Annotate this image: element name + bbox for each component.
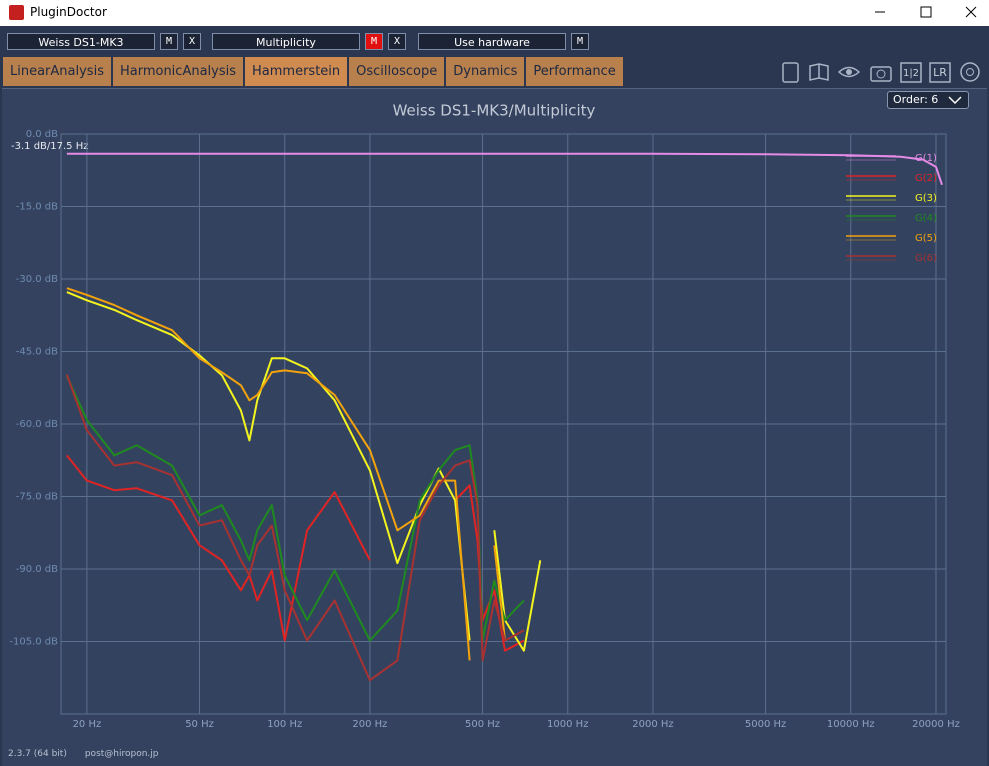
settings-icon[interactable] (960, 62, 980, 82)
tab[interactable]: Oscilloscope (349, 57, 445, 86)
x-tick-label: 2000 Hz (632, 719, 673, 730)
settings-hub (966, 68, 974, 76)
plot-lines (66, 152, 943, 680)
x-tick-label: 100 Hz (267, 719, 302, 730)
tab-bar: LinearAnalysis HarmonicAnalysis Hammerstei… (3, 57, 623, 86)
icon-label: LR (933, 66, 947, 79)
y-tick-label: -60.0 dB (16, 419, 58, 430)
x-tick-label: 20 Hz (73, 719, 102, 730)
window-controls (875, 6, 977, 18)
tab[interactable]: Hammerstein (245, 57, 348, 86)
tab[interactable]: LinearAnalysis (3, 57, 111, 86)
chevron (948, 96, 962, 105)
toolbar: Weiss DS1-MK3 M X Multiplicity M X Use hardwar… (0, 26, 989, 56)
chart: Weiss DS1-MK3/Multiplicity -3.1 dB/17.5 … (9, 102, 960, 731)
window-title: PluginDoctor (30, 5, 107, 19)
legend-label: G(4) (915, 213, 937, 224)
slot-button[interactable]: M (365, 33, 383, 50)
plugin-slot[interactable]: Use hardware (418, 33, 566, 50)
camera-icon[interactable] (870, 66, 892, 82)
app-icon (9, 5, 24, 20)
y-tick-label: -105.0 dB (9, 637, 58, 648)
lr-icon[interactable] (929, 62, 951, 83)
email: post@hiropon.jp (84, 749, 159, 759)
maximize-button[interactable] (920, 6, 932, 18)
chart-title: Weiss DS1-MK3/Multiplicity (393, 102, 596, 120)
view-icon-pupil (846, 69, 852, 75)
tab[interactable]: Dynamics (446, 57, 525, 86)
title-bar: PluginDoctor (0, 0, 989, 26)
legend-label: G(3) (915, 193, 937, 204)
order-dropdown[interactable]: Order: 6 (887, 91, 969, 109)
order-label: Order: 6 (893, 93, 939, 106)
version: 2.3.7 (64 bit) (8, 749, 67, 759)
x-tick-label: 200 Hz (352, 719, 387, 730)
y-tick-label: -75.0 dB (16, 492, 58, 503)
x-tick-label: 50 Hz (185, 719, 214, 730)
report-icon[interactable] (782, 62, 799, 83)
legend-label: G(2) (915, 173, 937, 184)
y-tick-label: -30.0 dB (16, 274, 58, 285)
plugin-slot[interactable]: Multiplicity (212, 33, 360, 50)
legend-label: G(6) (915, 253, 937, 264)
manual-icon[interactable] (809, 63, 829, 81)
channel-icon[interactable] (900, 62, 922, 83)
x-tick-label: 20000 Hz (912, 719, 960, 730)
legend-label: G(1) (915, 153, 937, 164)
view-icon[interactable] (837, 66, 861, 78)
series-line (66, 152, 943, 186)
y-tick-label: 0.0 dB (26, 129, 58, 140)
footer: 2.3.7 (64 bit) post@hiropon.jp (8, 749, 177, 759)
y-tick-label: -15.0 dB (16, 202, 58, 213)
y-tick-label: -90.0 dB (16, 564, 58, 575)
legend-label: G(5) (915, 233, 937, 244)
slot-button[interactable]: M (160, 33, 178, 50)
camera-lens (876, 69, 886, 79)
x-tick-label: 500 Hz (465, 719, 500, 730)
plugin-slot[interactable]: Weiss DS1-MK3 (7, 33, 155, 50)
slot-button[interactable]: X (388, 33, 406, 50)
icon-label: 1|2 (903, 68, 919, 79)
x-tick-label: 10000 Hz (827, 719, 875, 730)
slot-button[interactable]: M (571, 33, 589, 50)
tab[interactable]: HarmonicAnalysis (112, 57, 244, 86)
close-button[interactable] (965, 6, 977, 18)
x-tick-label: 5000 Hz (745, 719, 786, 730)
tab[interactable]: Performance (526, 57, 623, 86)
slot-button[interactable]: X (183, 33, 201, 50)
x-tick-label: 1000 Hz (547, 719, 588, 730)
y-tick-label: -45.0 dB (16, 347, 58, 358)
tool-icons: 1|2 LR (782, 62, 980, 83)
annotation: -3.1 dB/17.5 Hz (11, 141, 88, 152)
